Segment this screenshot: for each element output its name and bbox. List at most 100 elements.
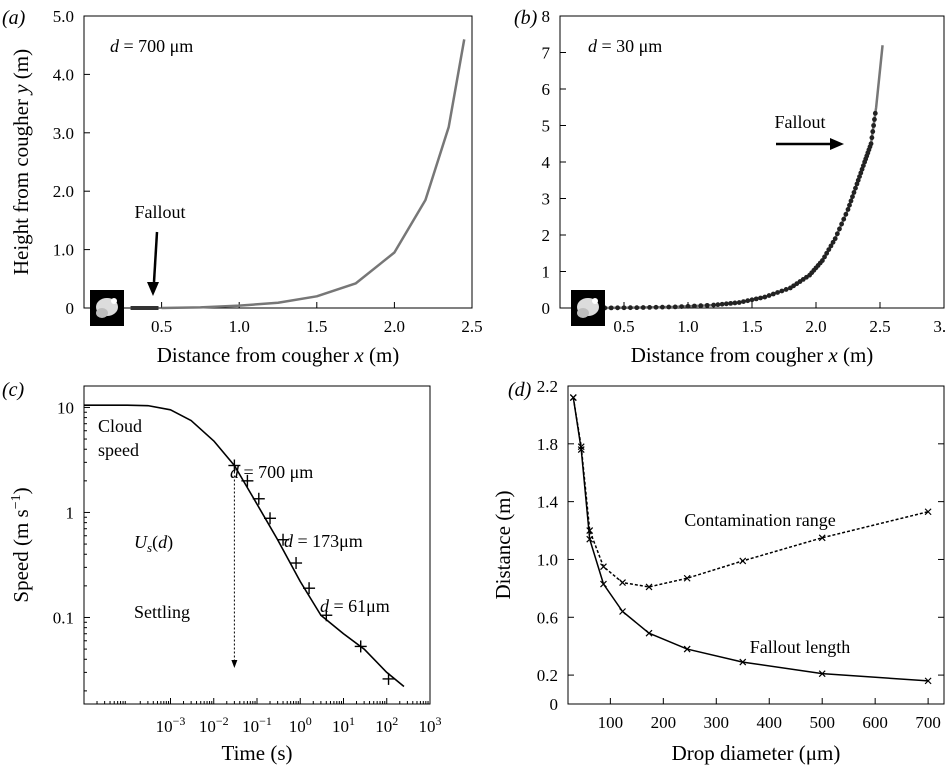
panel-a-label: (a): [2, 7, 26, 29]
panel-b-xtick-label: 1.5: [741, 317, 762, 336]
panel-b-drop-marker: [647, 304, 652, 310]
panel-b-drop-marker: [843, 211, 849, 217]
panel-b-drop-marker: [728, 300, 734, 306]
panel-b-drop-marker: [871, 123, 876, 128]
panel-b-drop-marker: [826, 247, 832, 253]
panel-d-marker: [924, 508, 932, 516]
panel-a-ylabel: Height from cougher y (m): [9, 49, 33, 275]
panel-d-marker: [924, 677, 932, 685]
panel-d-ytick-label: 1.0: [537, 550, 558, 569]
panel-d-marker: [739, 658, 747, 666]
panel-b-drop-marker: [872, 110, 878, 116]
panel-a-xtick-label: 2.0: [384, 317, 405, 336]
panel-b-drop-marker: [621, 305, 627, 311]
panel-d-xtick-label: 700: [915, 713, 941, 732]
panel-a-frame: [83, 15, 473, 309]
panel-c-xlabel: Time (s): [222, 741, 293, 765]
panel-b-ytick-label: 3: [542, 190, 551, 209]
panel-a-xtick-label: 1.5: [306, 317, 327, 336]
panel-a-fallout-arrow-shaft: [152, 231, 159, 283]
panel-b-xtick-label: 3.0: [933, 317, 945, 336]
panel-b-drop-marker: [830, 239, 836, 245]
panel-b-drop-marker: [869, 135, 875, 141]
panel-c-settling-label: Settling: [134, 602, 190, 622]
panel-b-drop-marker: [660, 304, 665, 310]
panel-b-ytick-label: 5: [542, 117, 551, 136]
panel-d-xlabel: Drop diameter (μm): [672, 741, 841, 765]
panel-b-drop-marker: [719, 301, 725, 307]
panel-a-diameter-label: d = 700 μm: [110, 36, 193, 56]
panel-b-drop-marker: [860, 163, 866, 169]
panel-b-drop-marker: [628, 305, 633, 311]
panel-b-drop-marker: [753, 296, 759, 302]
panel-c-d173-label: d = 173μm: [284, 531, 363, 551]
panel-d-marker: [683, 645, 691, 653]
panel-d-xtick-label: 100: [598, 713, 624, 732]
panel-b-drop-marker: [715, 302, 721, 308]
panel-c-speed-label: speed: [98, 440, 139, 460]
panel-d-ytick-label: 2.2: [537, 377, 558, 396]
panel-d-ytick-label: 0: [550, 695, 559, 714]
panel-d-marker: [577, 446, 585, 454]
panel-d-marker: [739, 557, 747, 565]
panel-b-ytick-label: 8: [542, 7, 551, 26]
panel-b-drop-marker: [822, 254, 827, 260]
panel-d-xtick-label: 400: [756, 713, 782, 732]
panel-b-drop-marker: [839, 221, 844, 227]
panel-d-marker: [586, 535, 594, 543]
panel-b-drop-marker: [741, 299, 746, 305]
panel-d-contamination-line: [572, 397, 929, 588]
panel-a-trajectory-line: [161, 39, 466, 310]
panel-a-fallout-label: Fallout: [134, 202, 185, 222]
panel-d-ytick-label: 0.6: [537, 608, 558, 627]
panel-d-marker: [569, 394, 577, 401]
panel-b-drop-marker: [770, 291, 776, 297]
panel-b-ytick-label: 6: [542, 80, 551, 99]
panel-d-ytick-label: 1.8: [537, 435, 558, 454]
panel-b-drop-marker: [615, 305, 620, 311]
panel-b-drop-marker: [859, 166, 865, 172]
panel-b-drop-marker: [679, 304, 684, 310]
panel-b-drop-marker: [832, 236, 838, 242]
panel-b-diameter-label: d = 30 μm: [588, 36, 662, 56]
panel-c-ylabel: Speed (m s−1): [9, 487, 33, 602]
panel-c-xtick-label: 10−1: [242, 714, 272, 736]
panel-b-xtick-label: 1.0: [677, 317, 698, 336]
panel-b-drop-marker: [783, 287, 789, 292]
panel-b-drop-marker: [666, 304, 672, 310]
panel-a-ytick-label: 3.0: [53, 124, 74, 143]
panel-b-drop-marker: [845, 207, 851, 212]
panel-b-fallout-label: Fallout: [774, 112, 825, 132]
panel-b-drop-marker: [653, 304, 659, 310]
panel-b-drop-marker: [711, 302, 716, 308]
panel-b-drop-marker: [868, 141, 874, 147]
panel-b-drop-marker: [828, 243, 834, 249]
panel-a-xtick-label: 2.5: [461, 317, 482, 336]
panel-c-us-label: Us(d): [134, 532, 173, 555]
panel-d-marker: [645, 583, 653, 591]
panel-b-drop-marker: [724, 301, 729, 307]
panel-b-drop-marker: [775, 290, 780, 295]
panel-b-frame: [559, 15, 945, 309]
panel-a-xlabel: Distance from cougher x (m): [157, 343, 400, 367]
panel-d-marker: [619, 579, 626, 587]
panel-b-drop-marker: [837, 226, 842, 232]
panel-a-xtick-label: 1.0: [229, 317, 250, 336]
panel-c-settling-arrow: [231, 660, 238, 668]
panel-b-drop-marker: [872, 117, 877, 122]
panel-c-xtick-label: 100: [289, 714, 312, 736]
panel-c-xtick-label: 10−3: [156, 714, 186, 736]
panel-b-drop-marker: [692, 303, 697, 309]
panel-b-drop-marker: [824, 250, 830, 256]
panel-b-xtick-label: 2.0: [805, 317, 826, 336]
panel-b-drop-marker: [762, 294, 768, 300]
panel-b-cloud-icon-puff3: [592, 298, 598, 304]
panel-d-fallout-line: [572, 397, 929, 682]
panel-b-drop-marker: [853, 185, 858, 191]
panel-b-drop-marker: [640, 305, 646, 310]
panel-b-ytick-label: 7: [542, 44, 551, 63]
panel-c-d61-label: d = 61μm: [320, 596, 390, 616]
panel-b-drop-marker: [870, 129, 876, 134]
panel-c-ytick-label: 10: [57, 398, 74, 417]
